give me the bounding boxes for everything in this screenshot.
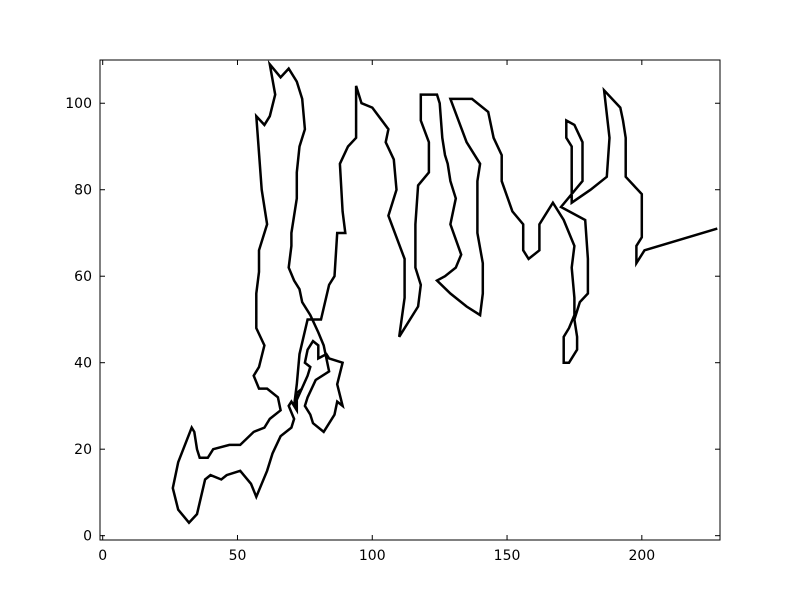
- x-tick-label-0: 0: [98, 548, 107, 564]
- y-axis: 0 20 40 60 80 100: [65, 96, 720, 545]
- x-tick-label-4: 200: [628, 548, 655, 564]
- x-tick-label-3: 150: [494, 548, 521, 564]
- series-layer: [171, 59, 718, 525]
- y-tick-label-0: 0: [83, 529, 92, 545]
- y-tick-label-3: 60: [74, 269, 92, 285]
- x-tick-label-2: 100: [359, 548, 386, 564]
- x-tick-label-1: 50: [229, 548, 247, 564]
- y-tick-label-1: 20: [74, 442, 92, 458]
- x-axis: 0 50 100 150 200: [98, 60, 655, 564]
- plot-frame: [99, 59, 721, 541]
- series-line-0: [171, 59, 718, 525]
- plot-area: [100, 60, 720, 540]
- y-tick-label-4: 80: [74, 183, 92, 199]
- y-tick-label-5: 100: [65, 96, 92, 112]
- y-tick-label-2: 40: [74, 356, 92, 372]
